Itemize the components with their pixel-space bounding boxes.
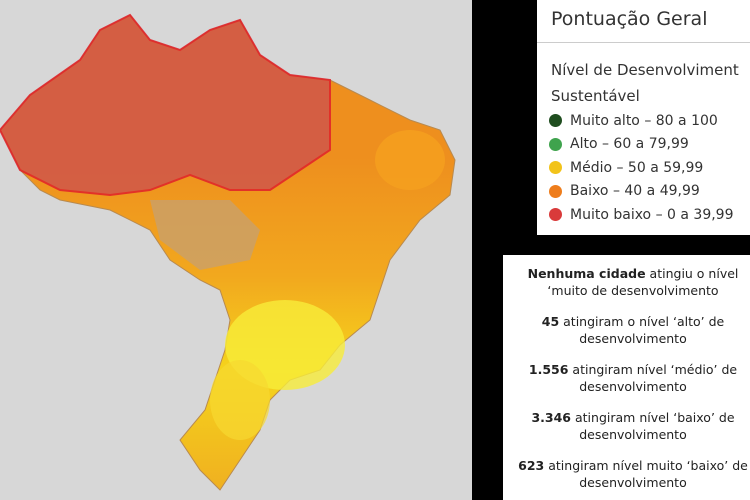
note-text: atingiram o nível ‘alto’ de desenvolvime… (563, 314, 725, 346)
note: 623 atingiram nível muito ‘baixo’ de des… (503, 447, 750, 495)
note-number: 1.556 (528, 362, 569, 377)
region-medio-south (210, 360, 270, 440)
legend-subtitle: Nível de Desenvolviment Sustentável (551, 57, 750, 109)
note: 3.346 atingiram nível ‘baixo’ de desenvo… (503, 399, 750, 447)
legend-dot (549, 137, 562, 151)
note-number: 45 (541, 314, 560, 329)
legend-item: Baixo – 40 a 49,99 (549, 180, 750, 204)
note-text: atingiram nível ‘baixo’ de desenvolvimen… (575, 410, 735, 442)
legend-title: Pontuação Geral (551, 8, 708, 30)
note-text: atingiu o nível ‘muito de desenvolviment… (547, 266, 739, 298)
legend-dot (549, 184, 562, 198)
legend-label: Muito baixo – 0 a 39,99 (570, 206, 734, 223)
legend-dot (549, 114, 562, 128)
legend-label: Baixo – 40 a 49,99 (570, 183, 700, 200)
notes: Nenhuma cidade atingiu o nível ‘muito de… (503, 255, 750, 500)
region-muito-baixo (0, 13, 331, 197)
note-number: 3.346 (531, 410, 572, 425)
legend-label: Médio – 50 a 59,99 (570, 159, 704, 176)
legend-item: Médio – 50 a 59,99 (549, 156, 750, 180)
divider (537, 42, 750, 43)
legend-label: Alto – 60 a 79,99 (570, 136, 689, 153)
legend-item: Alto – 60 a 79,99 (549, 133, 750, 157)
subtitle-line: Sustentável (551, 87, 640, 105)
legend-dot (549, 208, 562, 222)
legend: Pontuação Geral Nível de Desenvolviment … (537, 0, 750, 235)
region-ne (375, 130, 445, 190)
note: 45 atingiram o nível ‘alto’ de desenvolv… (503, 303, 750, 351)
note-text: atingiram nível muito ‘baixo’ de desenvo… (548, 458, 748, 490)
note: 1.556 atingiram nível ‘médio’ de desenvo… (503, 351, 750, 399)
note-number: 623 (518, 458, 545, 473)
legend-items: Muito alto – 80 a 100 Alto – 60 a 79,99 Mé… (537, 109, 750, 227)
legend-item: Muito alto – 80 a 100 (549, 109, 750, 133)
map (0, 0, 472, 500)
legend-label: Muito alto – 80 a 100 (570, 112, 718, 129)
subtitle-line: Nível de Desenvolviment (551, 61, 739, 79)
note-text: atingiram nível ‘médio’ de desenvolvimen… (572, 362, 738, 394)
note-number: Nenhuma cidade (527, 266, 646, 281)
legend-item: Muito baixo – 0 a 39,99 (549, 203, 750, 227)
note: Nenhuma cidade atingiu o nível ‘muito de… (503, 255, 750, 303)
legend-dot (549, 161, 562, 175)
region-tan (150, 200, 260, 270)
